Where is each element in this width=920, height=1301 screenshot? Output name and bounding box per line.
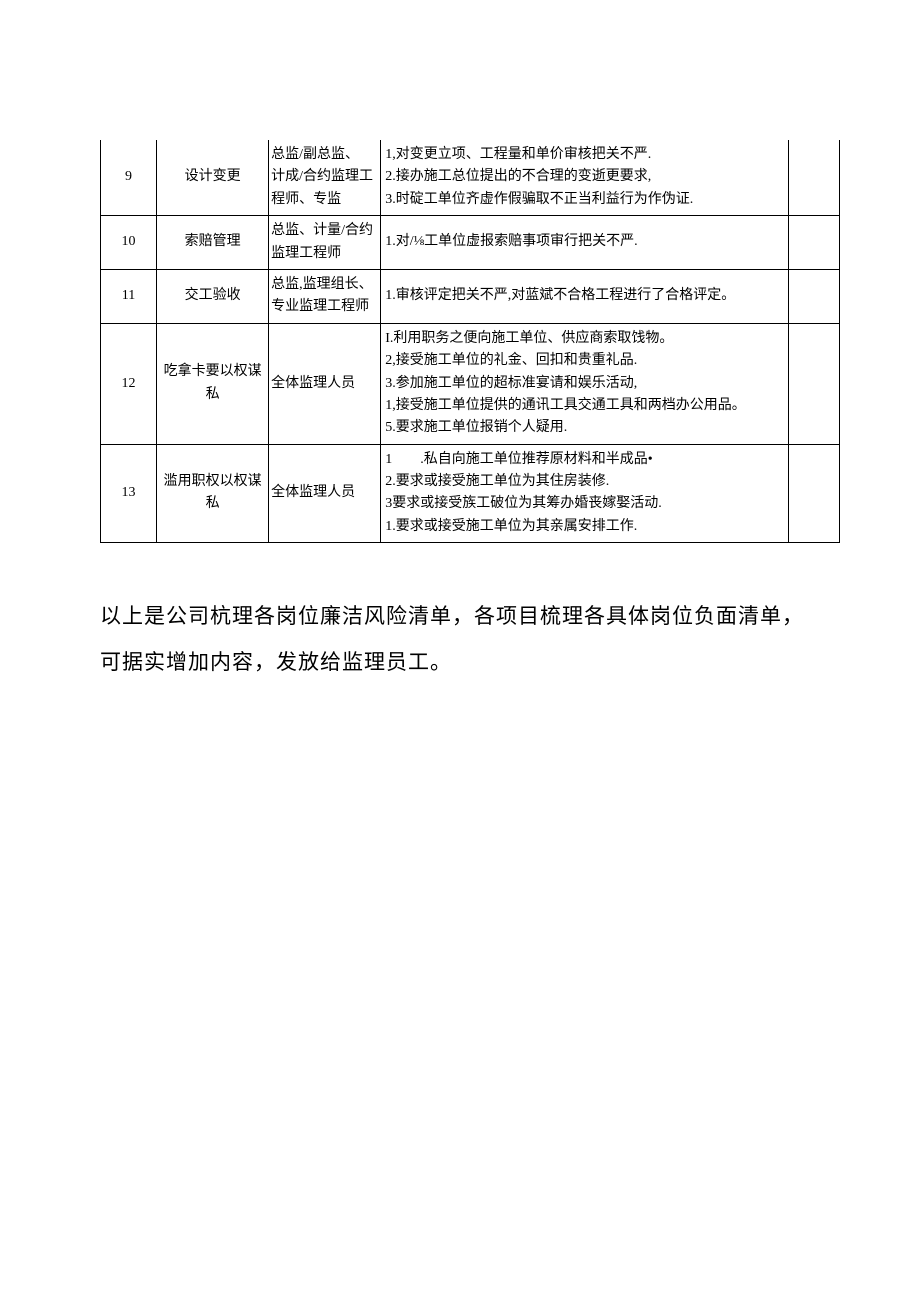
footer-paragraph: 以上是公司杭理各岗位廉洁风险清单，各项目梳理各具体岗位负面清单，可据实增加内容，…: [100, 593, 820, 685]
row-content: 1.审核评定把关不严,对蓝斌不合格工程进行了合格评定。: [381, 269, 789, 323]
row-blank: [788, 444, 839, 543]
row-number: 12: [101, 323, 157, 444]
row-role: 总监/副总监、计成/合约监理工程师、专监: [269, 140, 381, 216]
row-number: 10: [101, 216, 157, 270]
row-category: 交工验收: [157, 269, 269, 323]
row-number: 9: [101, 140, 157, 216]
row-category: 索赔管理: [157, 216, 269, 270]
table-row: 10索赔管理总监、计量/合约监理工程师1.对/⅛工单位虚报索赔事项审行把关不严.: [101, 216, 840, 270]
row-blank: [788, 140, 839, 216]
row-blank: [788, 323, 839, 444]
table-row: 9设计变更总监/副总监、计成/合约监理工程师、专监1,对变更立项、工程量和单价审…: [101, 140, 840, 216]
row-blank: [788, 269, 839, 323]
row-category: 吃拿卡要以权谋私: [157, 323, 269, 444]
row-category: 滥用职权以权谋私: [157, 444, 269, 543]
row-role: 总监、计量/合约监理工程师: [269, 216, 381, 270]
row-content: I.利用职务之便向施工单位、供应商索取饯物。2,接受施工单位的礼金、回扣和贵重礼…: [381, 323, 789, 444]
table-row: 11交工验收总监,监理组长、专业监理工程师1.审核评定把关不严,对蓝斌不合格工程…: [101, 269, 840, 323]
row-content: 1.对/⅛工单位虚报索赔事项审行把关不严.: [381, 216, 789, 270]
row-number: 11: [101, 269, 157, 323]
risk-table-container: 9设计变更总监/副总监、计成/合约监理工程师、专监1,对变更立项、工程量和单价审…: [100, 140, 840, 543]
row-content: 1 .私自向施工单位推荐原材料和半成品•2.要求或接受施工单位为其住房装修.3要…: [381, 444, 789, 543]
row-number: 13: [101, 444, 157, 543]
row-blank: [788, 216, 839, 270]
row-role: 全体监理人员: [269, 323, 381, 444]
row-role: 全体监理人员: [269, 444, 381, 543]
table-row: 13滥用职权以权谋私全体监理人员1 .私自向施工单位推荐原材料和半成品•2.要求…: [101, 444, 840, 543]
table-row: 12吃拿卡要以权谋私全体监理人员I.利用职务之便向施工单位、供应商索取饯物。2,…: [101, 323, 840, 444]
risk-table: 9设计变更总监/副总监、计成/合约监理工程师、专监1,对变更立项、工程量和单价审…: [100, 140, 840, 543]
row-content: 1,对变更立项、工程量和单价审核把关不严.2.接办施工总位提出的不合理的变逝更要…: [381, 140, 789, 216]
row-role: 总监,监理组长、专业监理工程师: [269, 269, 381, 323]
row-category: 设计变更: [157, 140, 269, 216]
